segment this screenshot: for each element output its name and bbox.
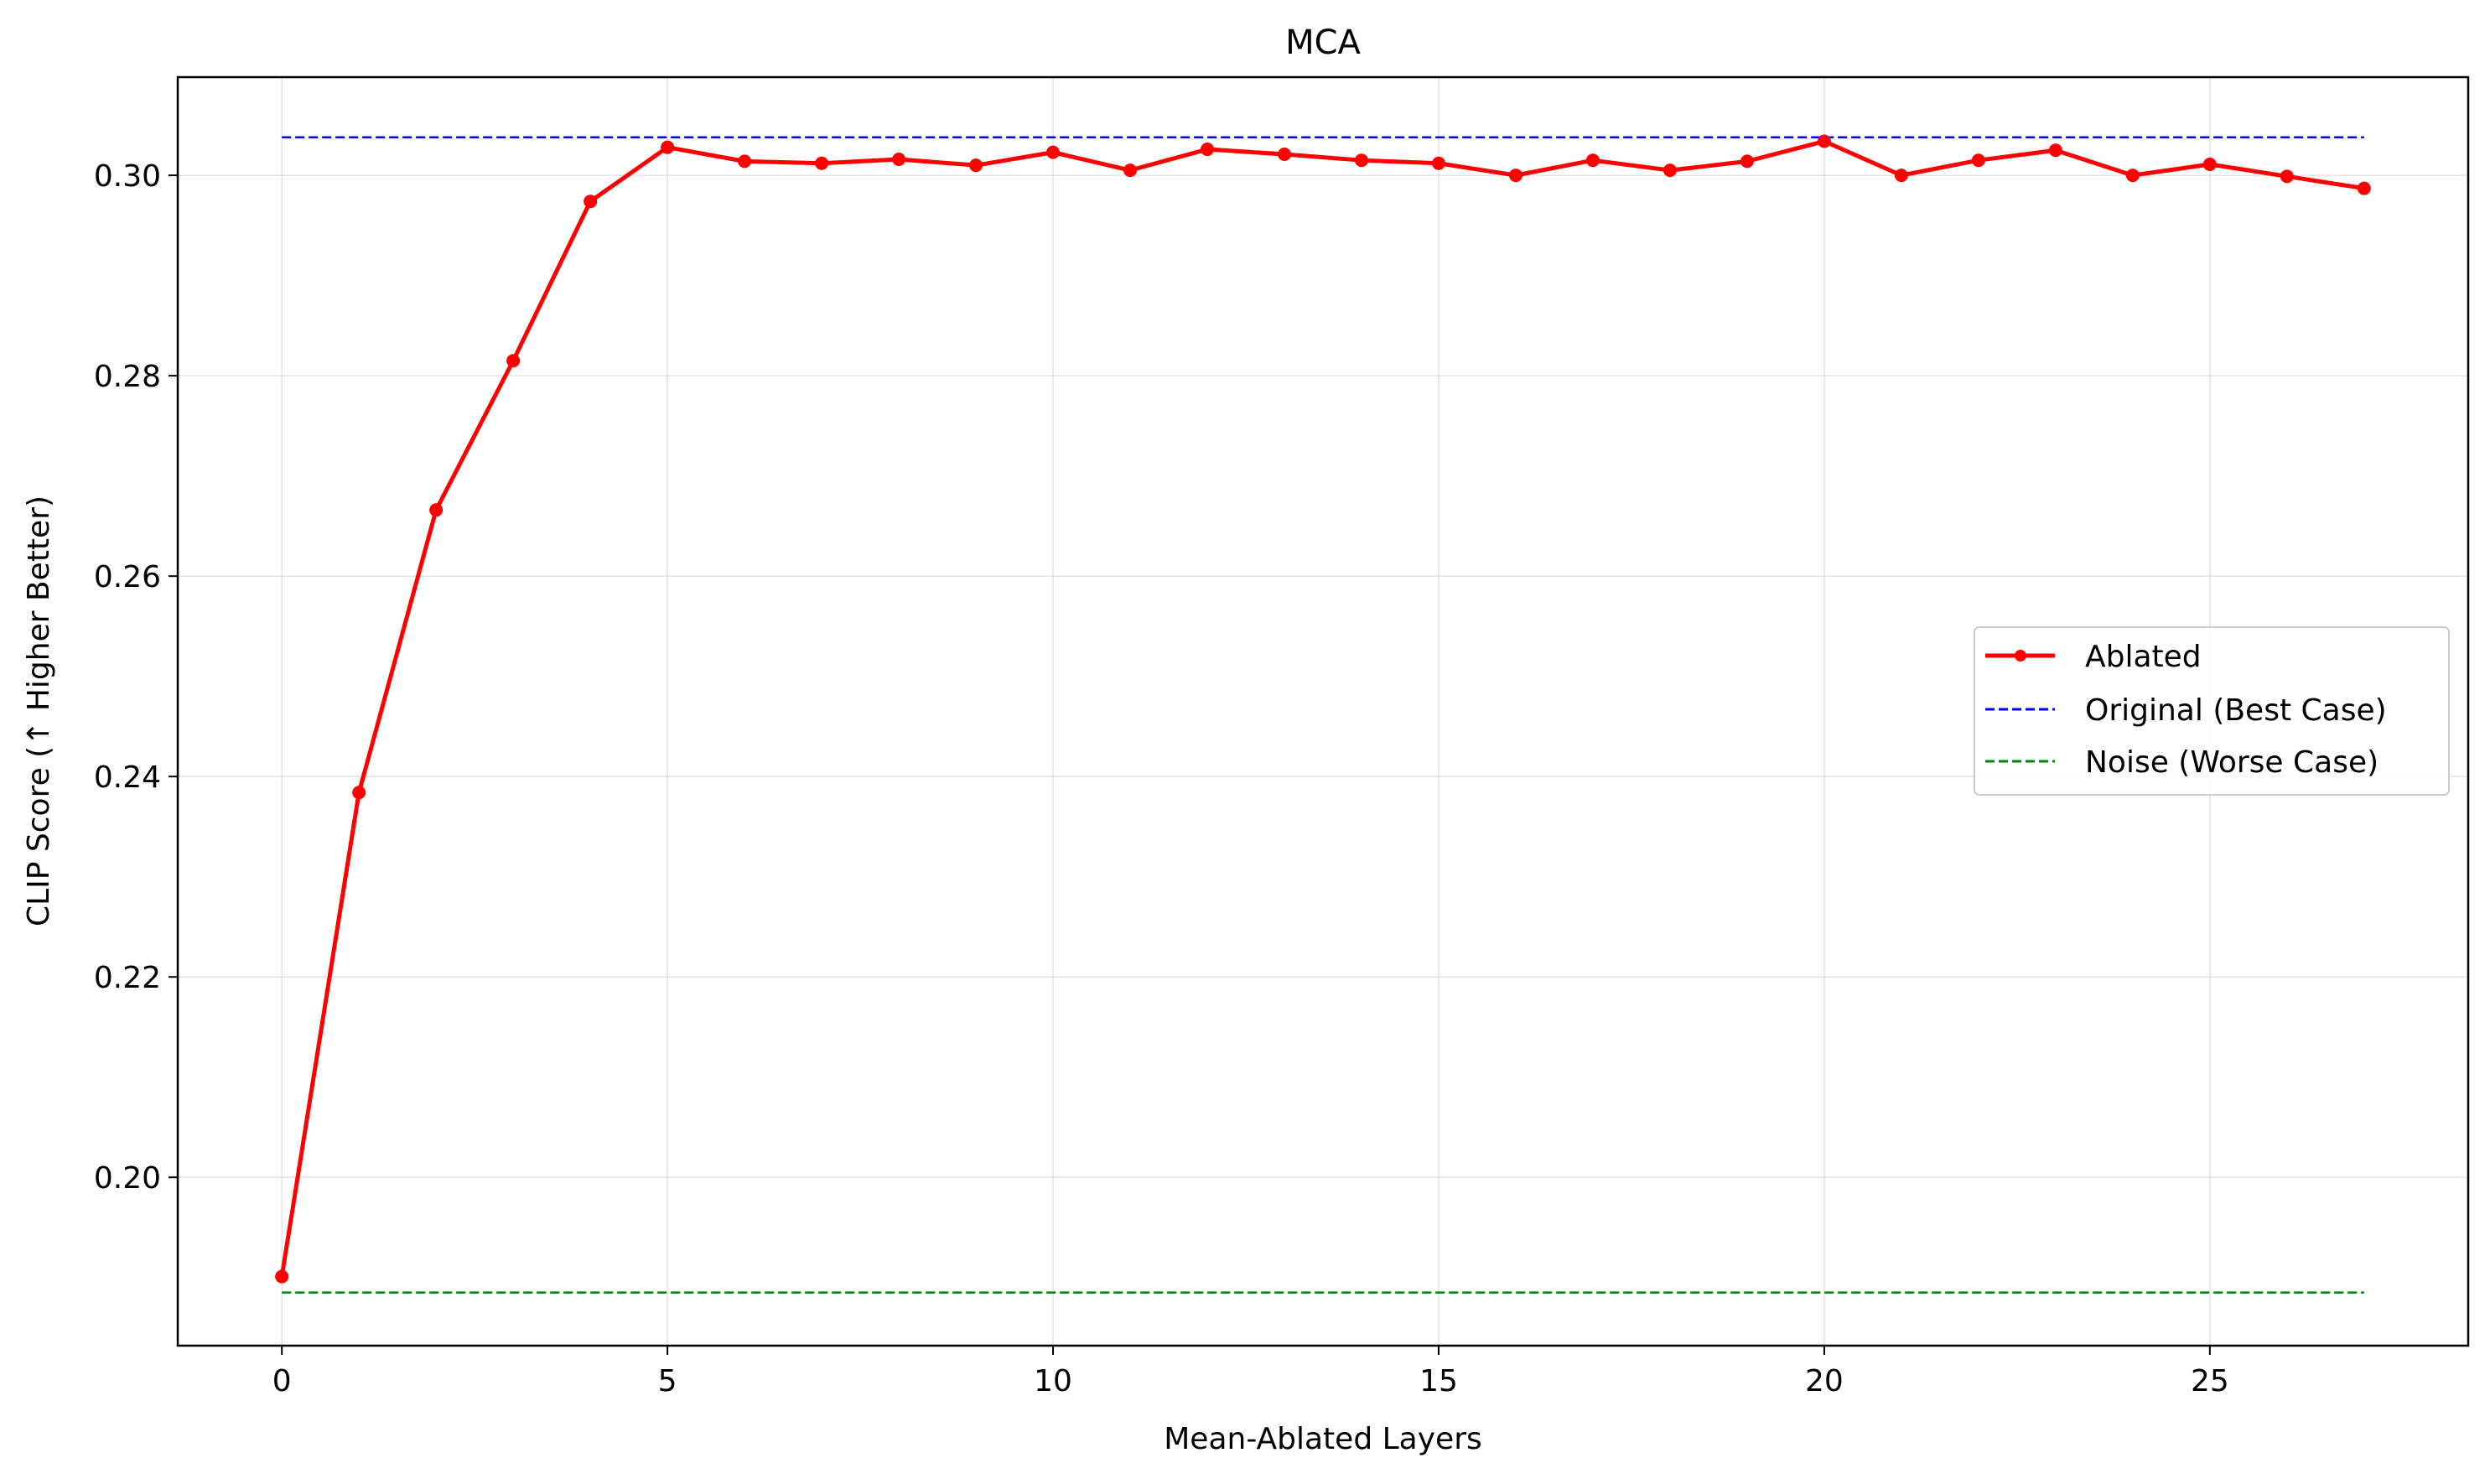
data-point-ablated bbox=[815, 156, 829, 170]
data-point-ablated bbox=[661, 140, 675, 154]
data-point-ablated bbox=[506, 354, 521, 368]
data-point-ablated bbox=[429, 503, 444, 517]
data-point-ablated bbox=[1663, 163, 1677, 178]
data-point-ablated bbox=[969, 158, 983, 173]
data-point-ablated bbox=[1201, 143, 1215, 157]
data-point-ablated bbox=[892, 152, 906, 166]
data-point-ablated bbox=[2048, 143, 2062, 158]
y-tick-label: 0.30 bbox=[94, 159, 161, 194]
data-point-ablated bbox=[1817, 134, 1831, 148]
data-point-ablated bbox=[1431, 156, 1445, 170]
data-point-ablated bbox=[352, 786, 366, 800]
data-point-ablated bbox=[2357, 181, 2371, 195]
y-tick-label: 0.26 bbox=[94, 560, 161, 594]
y-tick-label: 0.20 bbox=[94, 1161, 161, 1196]
data-point-ablated bbox=[738, 154, 752, 169]
y-tick-label: 0.28 bbox=[94, 360, 161, 394]
data-point-ablated bbox=[1046, 145, 1061, 159]
data-point-ablated bbox=[2280, 169, 2294, 184]
data-point-ablated bbox=[1123, 163, 1138, 178]
data-point-ablated bbox=[2125, 169, 2140, 183]
y-axis-label: CLIP Score (↑ Higher Better) bbox=[22, 496, 56, 926]
x-tick-label: 5 bbox=[658, 1364, 677, 1398]
x-tick-label: 25 bbox=[2191, 1364, 2229, 1398]
axes-frame bbox=[176, 75, 2470, 1347]
data-point-ablated bbox=[1971, 153, 1985, 168]
data-point-ablated bbox=[2202, 157, 2217, 171]
data-point-ablated bbox=[584, 195, 598, 209]
axis-ticks: 0 5 10 15 20 25 0.20 0.22 0.24 0.26 0.28 0.30 bbox=[94, 159, 2229, 1398]
data-point-ablated bbox=[1278, 148, 1292, 162]
y-tick-label: 0.22 bbox=[94, 961, 161, 995]
x-tick-label: 10 bbox=[1034, 1364, 1072, 1398]
grid bbox=[178, 77, 2468, 1346]
data-point-ablated bbox=[1585, 153, 1600, 168]
x-axis-label: Mean-Ablated Layers bbox=[1164, 1422, 1482, 1456]
legend-marker-ablated bbox=[2015, 650, 2026, 662]
legend: Ablated Original (Best Case) Noise (Wors… bbox=[1974, 626, 2450, 796]
data-point-ablated bbox=[1740, 154, 1754, 169]
x-tick-label: 15 bbox=[1419, 1364, 1458, 1398]
x-tick-label: 0 bbox=[272, 1364, 292, 1398]
legend-box bbox=[1974, 626, 2450, 796]
data-point-ablated bbox=[1894, 169, 1908, 183]
data-point-ablated bbox=[1354, 153, 1368, 168]
x-tick-label: 20 bbox=[1805, 1364, 1844, 1398]
chart-title: MCA bbox=[1285, 23, 1361, 62]
legend-label-ablated: Ablated bbox=[2085, 640, 2202, 674]
data-point-ablated bbox=[1508, 169, 1523, 183]
series-line-ablated bbox=[279, 138, 2365, 1277]
legend-label-noise: Noise (Worse Case) bbox=[2085, 745, 2378, 780]
data-point-ablated bbox=[275, 1269, 289, 1284]
plot-area bbox=[275, 134, 2371, 1294]
y-tick-label: 0.24 bbox=[94, 760, 161, 795]
legend-label-original: Original (Best Case) bbox=[2085, 693, 2387, 728]
